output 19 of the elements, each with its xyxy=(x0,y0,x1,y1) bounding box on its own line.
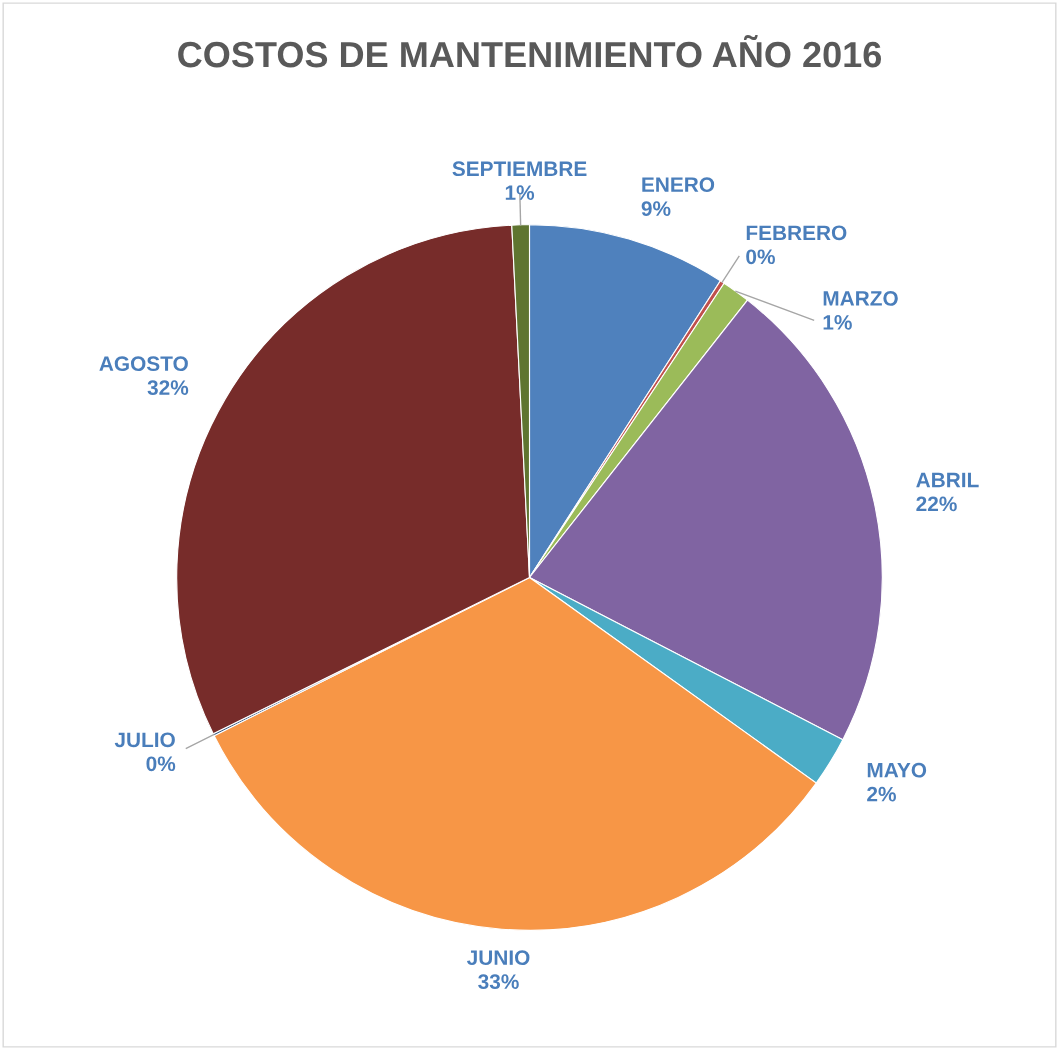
data-label: 9% xyxy=(641,201,671,216)
slice-label: JUNIO xyxy=(466,950,530,966)
data-label: 22% xyxy=(916,496,957,512)
slice-label: SEPTIEMBRE xyxy=(452,161,587,177)
slice-label: FEBRERO xyxy=(746,225,847,241)
data-label: 0% xyxy=(146,756,176,772)
data-label: 0% xyxy=(746,249,775,265)
slice-label: MAYO xyxy=(867,762,927,778)
chart-title: COSTOS DE MANTENIMIENTO AÑO 2016 xyxy=(178,34,882,68)
slice-label: ABRIL xyxy=(916,472,979,488)
data-label: 1% xyxy=(505,185,535,201)
slice-label: ENERO xyxy=(642,177,715,193)
slice-label: AGOSTO xyxy=(99,356,188,372)
data-label: 2% xyxy=(867,786,896,802)
slice-label: MARZO xyxy=(823,291,898,306)
data-label: 1% xyxy=(823,315,852,330)
data-label: 32% xyxy=(147,380,189,396)
slice-label: JULIO xyxy=(114,732,175,748)
data-label: 33% xyxy=(478,974,519,990)
